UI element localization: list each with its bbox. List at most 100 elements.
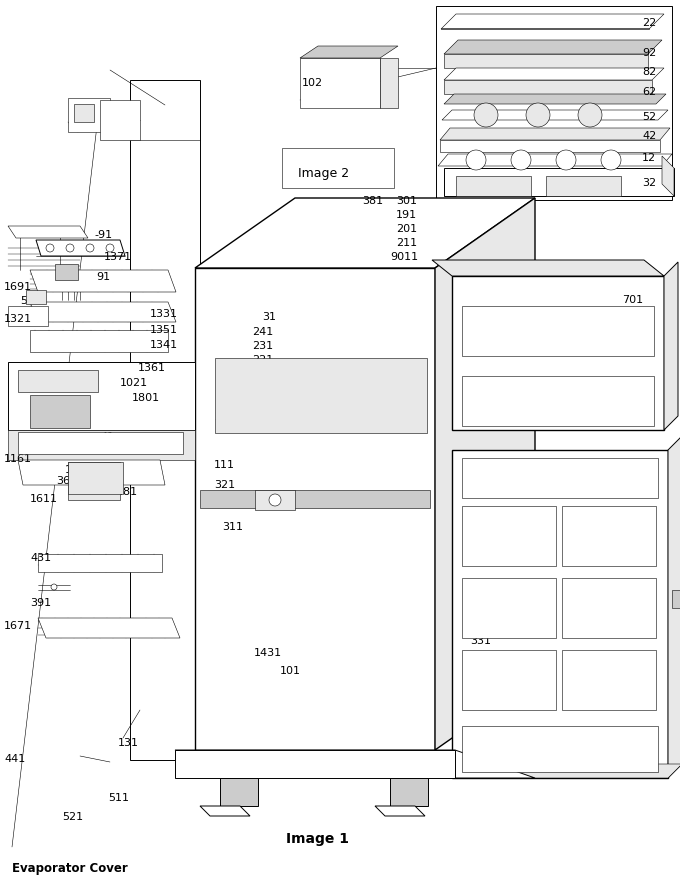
Text: 111: 111 [214, 460, 235, 470]
Circle shape [72, 467, 78, 473]
Polygon shape [100, 100, 140, 140]
Bar [462, 650, 556, 710]
Circle shape [86, 244, 94, 252]
Text: 271: 271 [214, 500, 235, 510]
Bar [26, 290, 46, 304]
Text: 301: 301 [396, 196, 417, 206]
Circle shape [601, 150, 621, 170]
Text: 41: 41 [100, 432, 114, 442]
Bar [74, 104, 94, 122]
Text: 211: 211 [396, 238, 417, 248]
Polygon shape [668, 436, 680, 778]
Text: 521: 521 [62, 812, 83, 822]
Polygon shape [440, 140, 660, 152]
Bar [18, 370, 98, 392]
Polygon shape [375, 806, 425, 816]
Text: 1181: 1181 [110, 487, 138, 497]
Circle shape [556, 150, 576, 170]
Circle shape [511, 150, 531, 170]
Polygon shape [290, 285, 360, 310]
Bar [68, 462, 123, 494]
Polygon shape [435, 198, 535, 750]
Polygon shape [444, 94, 666, 104]
Text: 1341: 1341 [150, 340, 178, 350]
Polygon shape [390, 778, 428, 806]
Text: Evaporator Cover: Evaporator Cover [12, 862, 128, 875]
Bar [18, 432, 183, 454]
Circle shape [474, 103, 498, 127]
Text: 261: 261 [224, 398, 245, 408]
Polygon shape [8, 226, 88, 238]
Polygon shape [662, 156, 674, 196]
Circle shape [269, 494, 281, 506]
Polygon shape [440, 128, 670, 140]
Text: 12: 12 [642, 153, 656, 163]
Text: 1021: 1021 [120, 378, 148, 388]
Text: 1361: 1361 [138, 363, 166, 373]
Text: 391: 391 [30, 598, 51, 608]
Bar [462, 506, 556, 566]
Text: 1691: 1691 [4, 282, 32, 292]
Polygon shape [432, 260, 664, 276]
Polygon shape [8, 362, 195, 430]
Polygon shape [8, 430, 195, 460]
Bar [462, 376, 654, 426]
Polygon shape [442, 110, 668, 120]
Text: 231: 231 [252, 341, 273, 351]
Text: 4051: 4051 [86, 443, 114, 453]
Circle shape [66, 244, 74, 252]
Text: 32: 32 [642, 178, 656, 188]
Polygon shape [380, 58, 398, 108]
Text: 1331: 1331 [150, 309, 178, 319]
Text: 42: 42 [642, 131, 656, 141]
Text: -91: -91 [94, 230, 112, 240]
Text: 1371: 1371 [104, 252, 132, 262]
Bar [462, 306, 654, 356]
Text: 201: 201 [396, 224, 417, 234]
Circle shape [51, 584, 57, 590]
Polygon shape [30, 270, 176, 292]
Text: 22: 22 [642, 18, 656, 28]
Bar [436, 6, 672, 200]
Bar [562, 578, 656, 638]
Text: 241: 241 [252, 327, 273, 337]
Bar [562, 650, 656, 710]
Circle shape [87, 467, 93, 473]
Polygon shape [195, 268, 435, 750]
Polygon shape [444, 68, 664, 80]
Bar [562, 506, 656, 566]
Polygon shape [175, 750, 455, 778]
Bar [456, 176, 531, 196]
Polygon shape [38, 618, 180, 638]
Text: Image 2: Image 2 [298, 167, 349, 180]
Text: 1801: 1801 [132, 393, 160, 403]
Polygon shape [444, 80, 652, 94]
Bar [282, 148, 394, 188]
Polygon shape [300, 58, 380, 108]
Polygon shape [55, 264, 78, 280]
Polygon shape [30, 395, 90, 428]
Text: 102: 102 [302, 78, 323, 88]
Polygon shape [175, 750, 535, 778]
Text: 1431: 1431 [254, 648, 282, 658]
Text: 1161: 1161 [4, 454, 32, 464]
Text: 381: 381 [362, 196, 383, 206]
Text: 82: 82 [642, 67, 656, 77]
Polygon shape [441, 28, 649, 29]
Polygon shape [452, 276, 664, 430]
Polygon shape [130, 80, 200, 760]
Text: 321: 321 [214, 480, 235, 490]
Text: 261: 261 [486, 616, 507, 626]
Polygon shape [220, 778, 258, 806]
Text: 1321: 1321 [4, 314, 32, 324]
Polygon shape [452, 764, 680, 778]
Text: 331: 331 [470, 636, 491, 646]
Polygon shape [195, 198, 535, 268]
Text: 511: 511 [108, 793, 129, 803]
Polygon shape [30, 330, 168, 352]
Polygon shape [438, 154, 672, 166]
Text: 92: 92 [642, 48, 656, 58]
Polygon shape [200, 490, 430, 508]
Polygon shape [300, 46, 398, 58]
Circle shape [102, 467, 108, 473]
